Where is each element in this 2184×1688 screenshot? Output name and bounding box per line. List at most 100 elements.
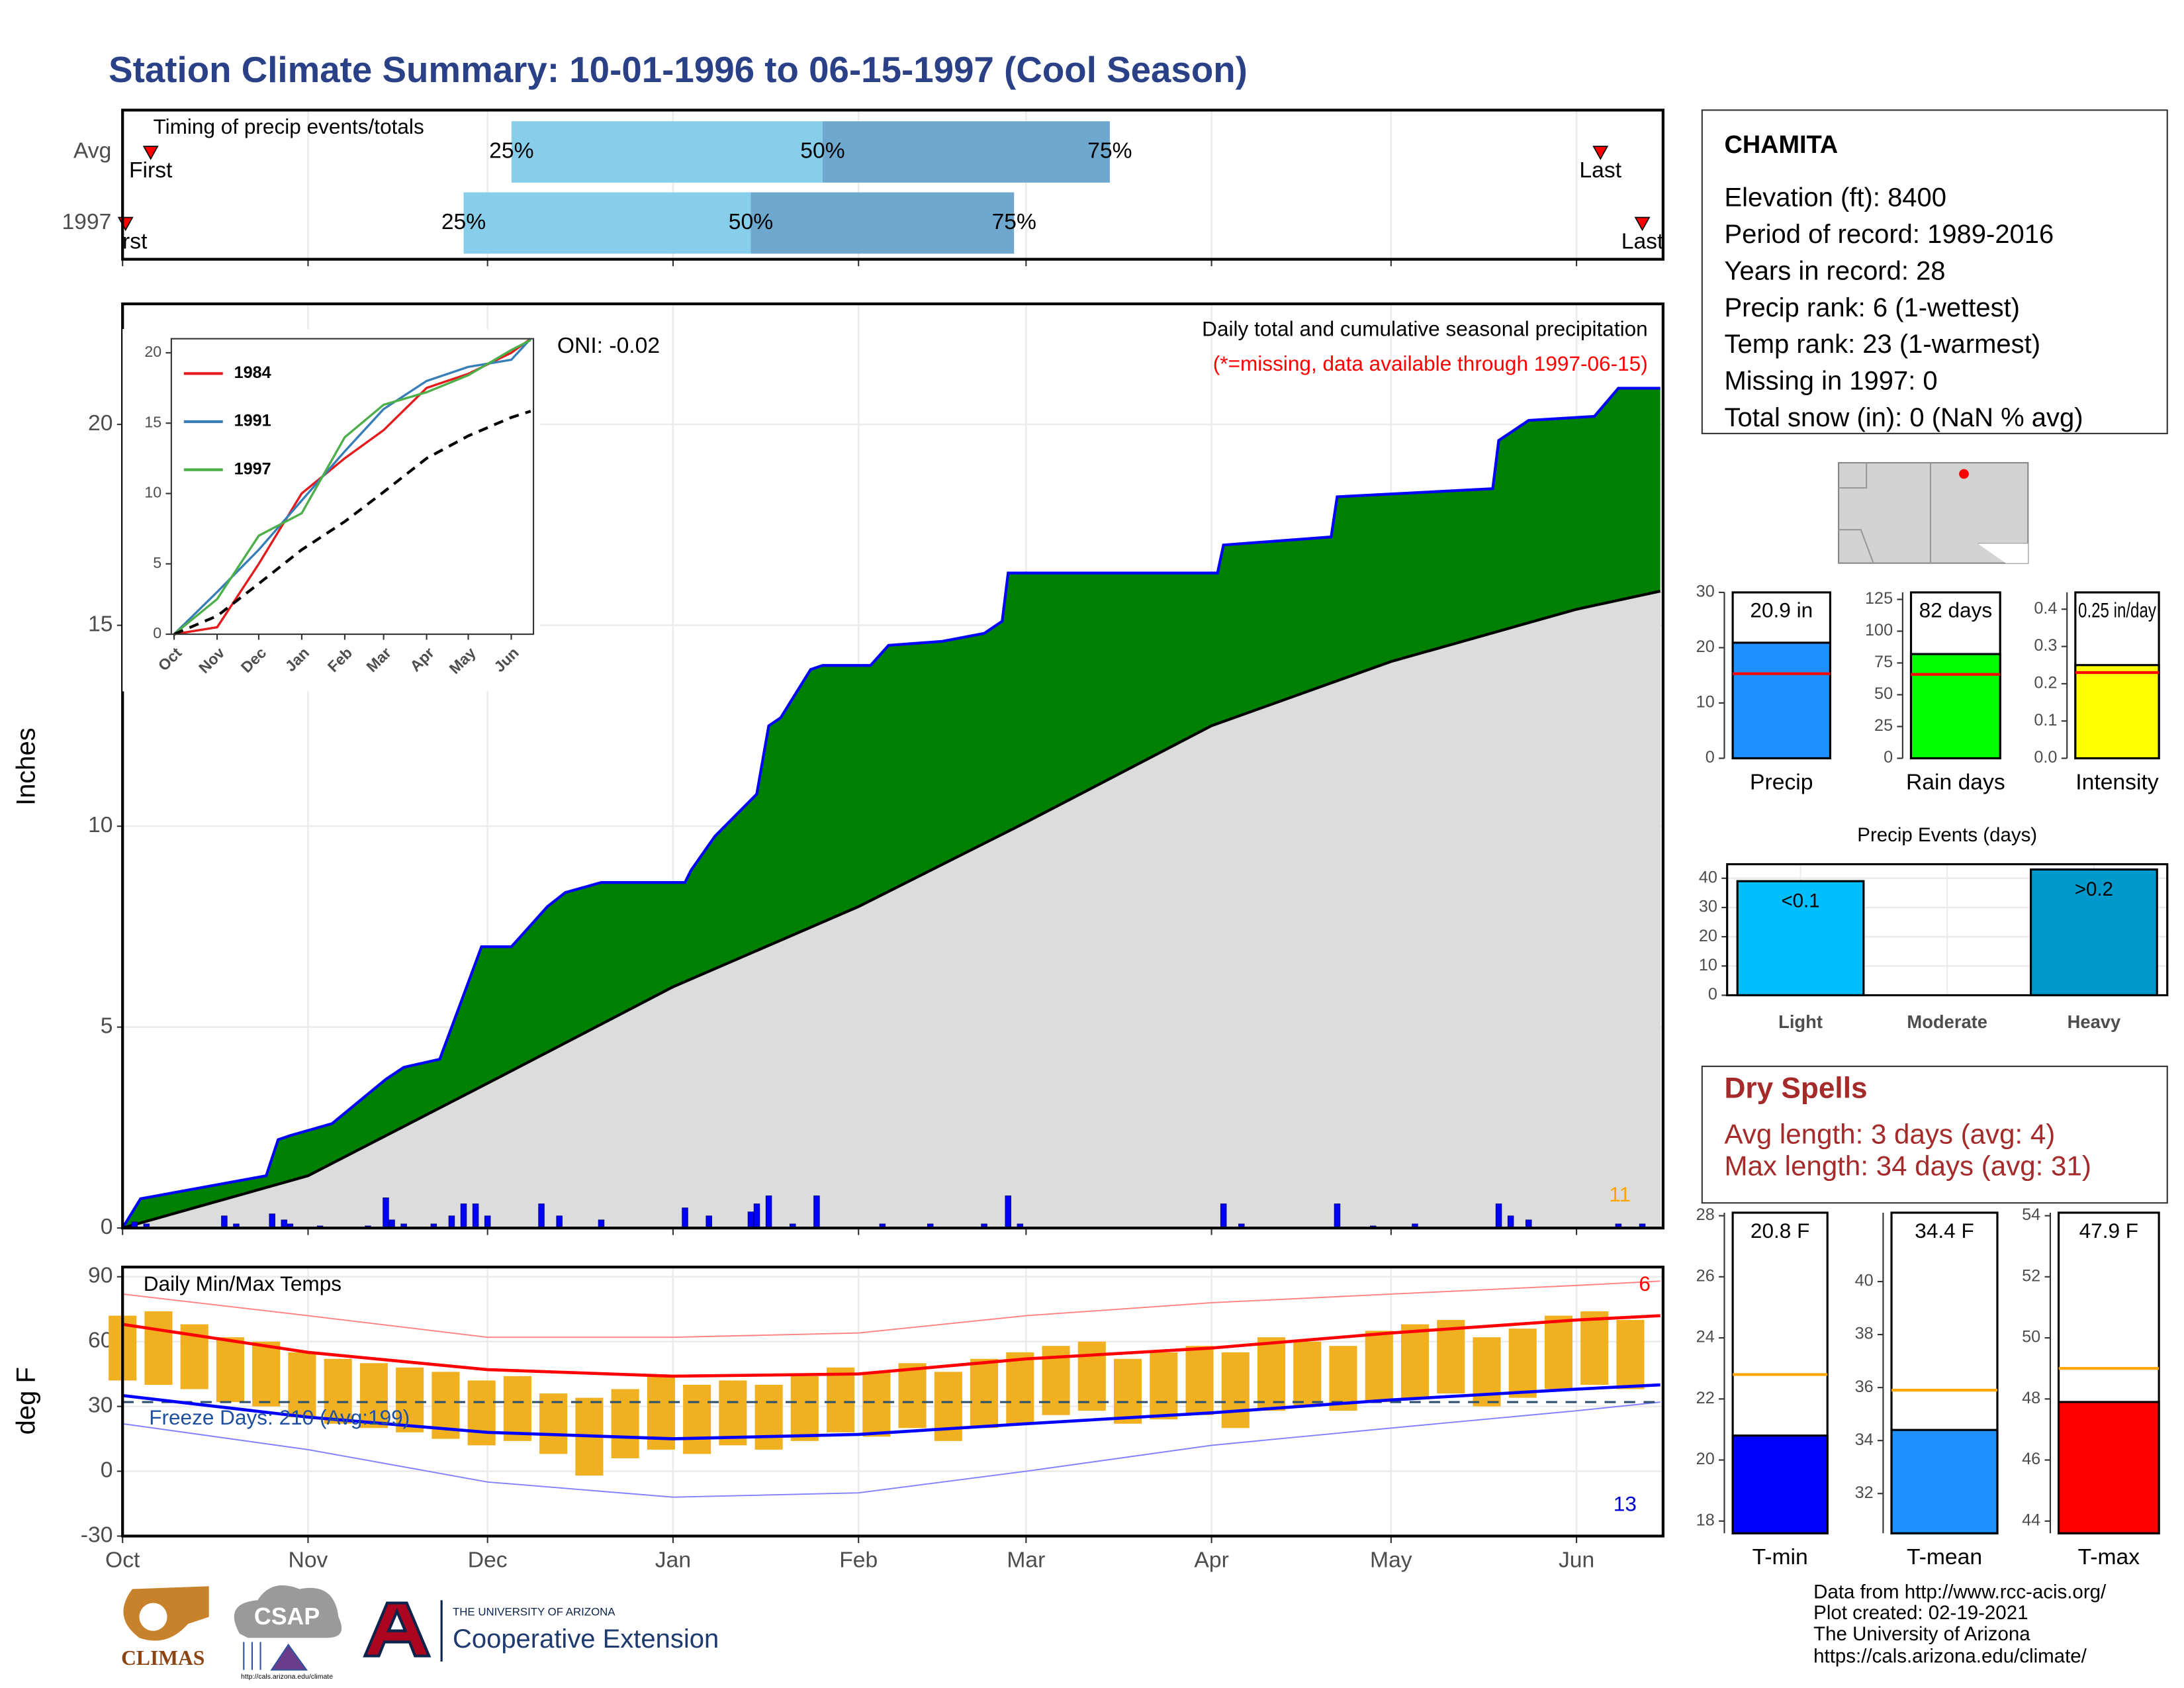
temp-bar bbox=[827, 1367, 855, 1432]
y-tick-label: 36 bbox=[1855, 1378, 1874, 1396]
y-tick-label: 0 bbox=[101, 1458, 113, 1482]
x-tick-label: Light bbox=[1778, 1011, 1823, 1032]
annotation: (*=missing, data available through 1997-… bbox=[1213, 352, 1648, 375]
csap-url: http://cals.arizona.edu/climate bbox=[241, 1673, 333, 1681]
y-tick-label: 25 bbox=[1874, 716, 1893, 735]
station-map bbox=[1838, 462, 2029, 564]
temp-bar bbox=[1114, 1358, 1142, 1424]
x-tick-label: Jan bbox=[655, 1548, 691, 1572]
timing-marker bbox=[1592, 146, 1609, 160]
y-tick-label: 15 bbox=[88, 612, 113, 637]
daily-bar bbox=[765, 1196, 772, 1229]
x-tick-label: Heavy bbox=[2068, 1011, 2121, 1032]
panel-title: Daily Min/Max Temps bbox=[144, 1272, 341, 1295]
y-tick-label: 10 bbox=[1696, 693, 1715, 712]
y-tick-label: 30 bbox=[1696, 583, 1715, 601]
daily-bar bbox=[448, 1215, 455, 1229]
cumulative-area bbox=[122, 591, 1661, 1229]
map-borders bbox=[1839, 463, 2028, 564]
ua-logo bbox=[363, 1601, 432, 1658]
bar bbox=[2030, 868, 2158, 997]
daily-bar bbox=[1220, 1203, 1227, 1229]
footer-line: Data from http://www.rcc-acis.org/ bbox=[1813, 1581, 2107, 1603]
daily-bar bbox=[460, 1203, 467, 1229]
inset-plot bbox=[171, 338, 534, 635]
page-title: Station Climate Summary: 10-01-1996 to 0… bbox=[109, 49, 1248, 90]
temp-bar bbox=[1257, 1337, 1286, 1411]
x-tick-label: May bbox=[1370, 1548, 1412, 1572]
normal-line bbox=[122, 1314, 1661, 1378]
y-tick-label: 0 bbox=[1708, 985, 1717, 1004]
record-line bbox=[122, 1401, 1661, 1498]
category-label: T-mean bbox=[1907, 1545, 1982, 1570]
legend-label: 1984 bbox=[234, 363, 271, 382]
y-tick-label: 40 bbox=[1699, 868, 1717, 886]
category-label: Precip bbox=[1750, 770, 1813, 794]
daily-bar bbox=[682, 1207, 688, 1229]
y-tick-label: 38 bbox=[1855, 1325, 1874, 1343]
quartile-label: 25% bbox=[489, 138, 533, 163]
temp-bar bbox=[396, 1367, 424, 1432]
y-tick-label: 10 bbox=[88, 813, 113, 837]
temp-bar bbox=[1006, 1352, 1034, 1424]
daily-bar bbox=[1495, 1203, 1502, 1229]
daily-bar bbox=[383, 1197, 389, 1229]
temp-bar bbox=[611, 1389, 639, 1458]
temp-bar bbox=[1400, 1324, 1430, 1398]
map-gap bbox=[1978, 543, 2028, 563]
timing-marker bbox=[142, 146, 159, 160]
temp-bar bbox=[1329, 1346, 1357, 1411]
y-tick-label: 0.3 bbox=[2034, 636, 2057, 655]
quartile-bar bbox=[463, 192, 751, 254]
marker-label: First bbox=[129, 158, 173, 183]
quartile-label: 75% bbox=[1087, 138, 1132, 163]
temp-bar bbox=[467, 1380, 496, 1446]
csap-text: CSAP bbox=[254, 1603, 320, 1630]
footer-line: Plot created: 02-19-2021 bbox=[1813, 1602, 2028, 1624]
y-tick-label: 54 bbox=[2022, 1205, 2040, 1224]
y-tick-label: 5 bbox=[153, 554, 161, 571]
legend-label: 1991 bbox=[234, 412, 271, 430]
y-tick-label: 0 bbox=[153, 624, 161, 641]
coop-text: Cooperative Extension bbox=[453, 1624, 719, 1654]
temp-bar bbox=[144, 1311, 173, 1385]
value-label: 34.4 F bbox=[1915, 1219, 1974, 1243]
csap-mark bbox=[243, 1642, 308, 1671]
category-label: Rain days bbox=[1906, 770, 2005, 794]
y-tick-label: 125 bbox=[1865, 589, 1893, 608]
station-line: Period of record: 1989-2016 bbox=[1724, 220, 2054, 249]
quartile-bar bbox=[751, 192, 1015, 254]
temp-bar bbox=[1437, 1320, 1465, 1394]
station-line: Years in record: 28 bbox=[1724, 256, 1945, 285]
temp-bar bbox=[324, 1358, 352, 1424]
temp-bar bbox=[1150, 1352, 1178, 1420]
station-box bbox=[1701, 109, 2168, 434]
daily-bar bbox=[269, 1213, 275, 1229]
temp-bar bbox=[862, 1372, 891, 1437]
ua-text: THE UNIVERSITY OF ARIZONA bbox=[453, 1606, 615, 1618]
y-axis-label: deg F bbox=[12, 1367, 41, 1434]
temp-bar bbox=[216, 1337, 244, 1403]
y-tick-label: 0.4 bbox=[2034, 599, 2057, 618]
cumulative-line bbox=[122, 589, 1661, 1230]
marker-label: Last bbox=[1621, 229, 1664, 254]
y-tick-label: 46 bbox=[2022, 1450, 2040, 1468]
x-tick-label: Feb bbox=[839, 1548, 878, 1572]
temp-bar bbox=[1293, 1341, 1322, 1407]
x-tick-label: Oct bbox=[105, 1548, 140, 1572]
annotation: 6 bbox=[1639, 1272, 1651, 1295]
bar bbox=[2074, 664, 2160, 760]
daily-bar bbox=[747, 1211, 754, 1229]
temp-bar bbox=[1508, 1329, 1537, 1398]
temp-bar bbox=[1580, 1311, 1609, 1385]
y-tick-label: 18 bbox=[1696, 1511, 1715, 1529]
y-tick-label: 52 bbox=[2022, 1266, 2040, 1285]
row-label: 1997 bbox=[62, 210, 111, 234]
timing-marker bbox=[1634, 216, 1651, 232]
footer-line: https://cals.arizona.edu/climate/ bbox=[1813, 1645, 2087, 1667]
panel-title: Timing of precip events/totals bbox=[154, 115, 424, 138]
quartile-label: 50% bbox=[800, 138, 844, 163]
value-label: 20.9 in bbox=[1750, 598, 1813, 622]
y-tick-label: 10 bbox=[1699, 956, 1717, 974]
annotation: ONI: -0.02 bbox=[557, 334, 660, 358]
